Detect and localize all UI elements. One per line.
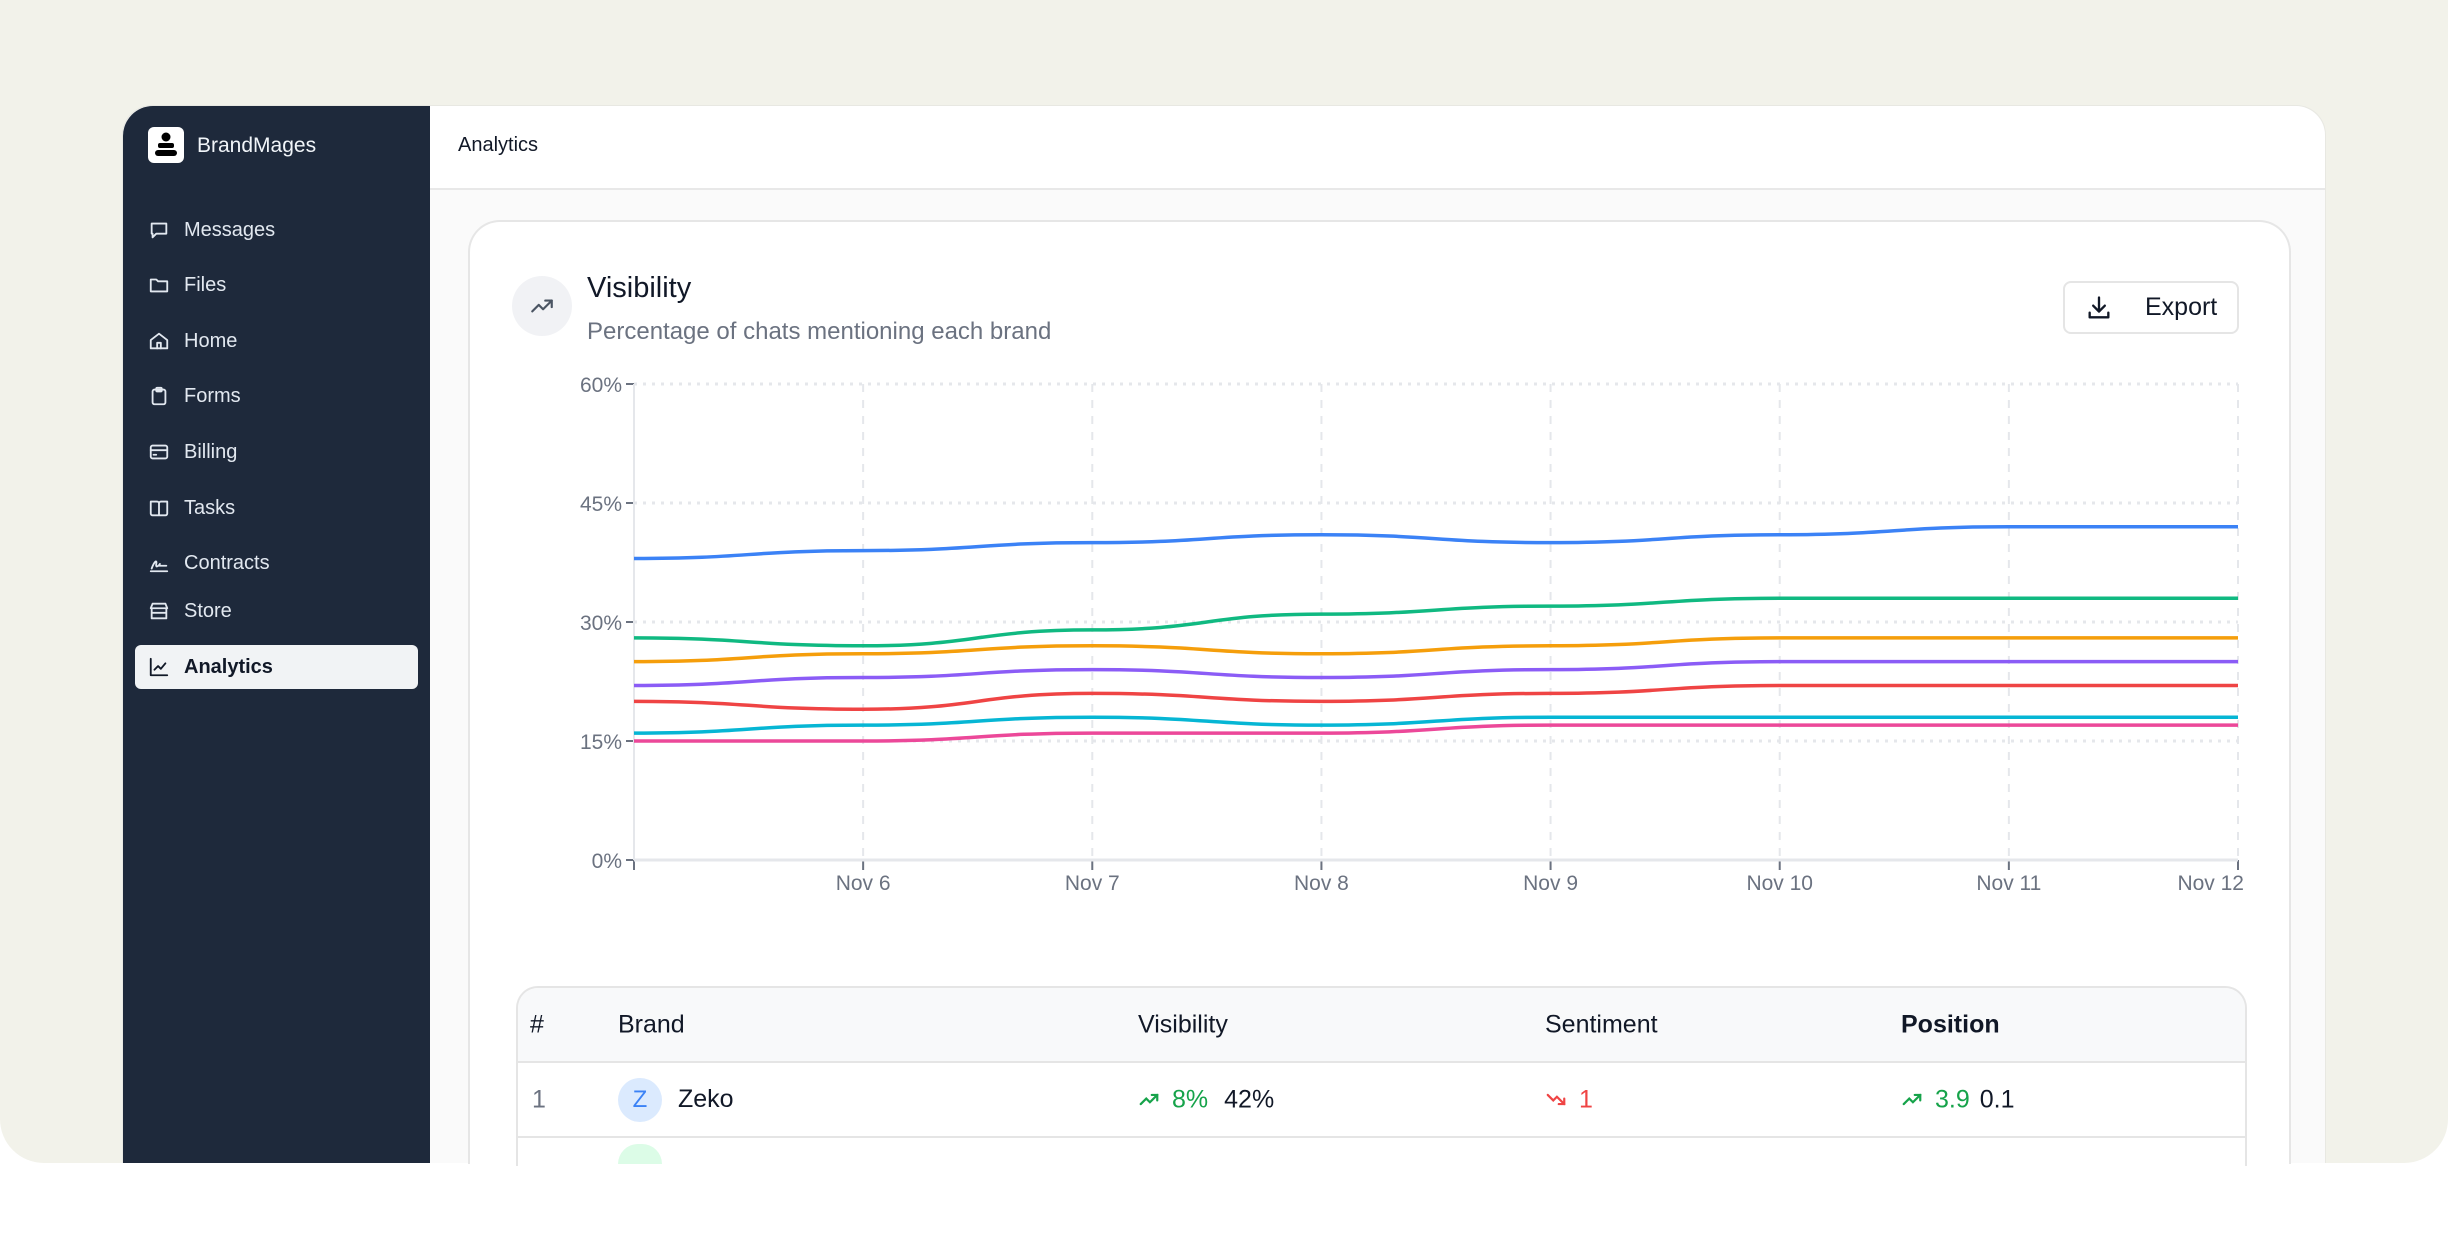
brand-name: Zeko [678, 1085, 734, 1113]
x-tick-label: Nov 8 [1294, 872, 1349, 895]
credit-card-icon [149, 444, 169, 460]
download-icon [2088, 295, 2110, 318]
visibility-cell: 8% 42% [1138, 1085, 1274, 1114]
sidebar-item-contracts[interactable]: Contracts [135, 541, 418, 585]
visibility-value: 42% [1224, 1085, 1275, 1113]
sidebar-item-label: Forms [184, 384, 241, 407]
table-row[interactable]: 1 Z Zeko 8% 42% 1 3.9 0.1 [518, 1063, 2245, 1138]
sidebar-item-label: Messages [184, 218, 276, 241]
col-brand[interactable]: Brand [618, 1010, 685, 1038]
position-change: 3.9 [1935, 1085, 1970, 1113]
col-sentiment[interactable]: Sentiment [1545, 1010, 1658, 1038]
signature-icon [149, 560, 169, 573]
store-icon [149, 602, 169, 620]
series-line-3 [633, 659, 2238, 688]
sidebar-item-messages[interactable]: Messages [135, 208, 418, 252]
avatar [618, 1144, 662, 1164]
y-tick-label: 15% [580, 731, 622, 754]
y-tick-label: 0% [592, 850, 622, 873]
sidebar-item-label: Tasks [184, 496, 236, 519]
line-chart-icon [149, 657, 169, 677]
table-header: # Brand Visibility Sentiment Position [518, 988, 2245, 1063]
visibility-line-chart: Nov 6 Nov 7 Nov 8 Nov 9 Nov 10 Nov 11 Nov 12 0%… [580, 374, 2244, 895]
sidebar-item-label: Analytics [184, 655, 273, 678]
sidebar-item-forms[interactable]: Forms [135, 374, 418, 418]
sidebar-item-analytics[interactable]: Analytics [135, 645, 418, 689]
y-tick-label: 60% [580, 374, 622, 397]
visibility-card: Visibility Percentage of chats mentionin… [468, 220, 2291, 1166]
app-window: BrandMages Messages Files Home Forms Billing… [122, 105, 2326, 1166]
sidebar-item-label: Contracts [184, 551, 270, 574]
card-title: Visibility [587, 272, 692, 304]
series-line-1 [633, 596, 2238, 648]
sidebar-item-label: Store [184, 599, 232, 622]
brand-logo [148, 127, 184, 163]
x-tick-label: Nov 10 [1746, 872, 1813, 895]
sidebar: BrandMages Messages Files Home Forms Billing… [123, 106, 430, 1163]
x-tick-label: Nov 11 [1976, 872, 2041, 895]
y-tick-label: 45% [580, 493, 622, 516]
y-tick-label: 30% [580, 612, 622, 635]
card-subtitle: Percentage of chats mentioning each bran… [587, 318, 1052, 345]
sidebar-item-label: Files [184, 273, 227, 296]
series-line-2 [633, 636, 2238, 664]
x-tick-label: Nov 7 [1065, 872, 1120, 895]
position-cell: 3.9 0.1 [1901, 1085, 2015, 1114]
clipboard-icon [151, 386, 167, 406]
page-title: Analytics [458, 134, 539, 156]
avatar: Z [618, 1077, 662, 1122]
book-open-icon [149, 500, 169, 517]
series-line-6 [634, 723, 2238, 743]
series-line-0 [633, 525, 2238, 561]
series-line-4 [633, 683, 2238, 712]
rank: 1 [532, 1085, 546, 1113]
export-label: Export [2145, 293, 2218, 321]
brand-cell: Z Zeko [618, 1077, 734, 1122]
brand-table: # Brand Visibility Sentiment Position 1 … [516, 986, 2247, 1166]
visibility-change: 8% [1172, 1085, 1209, 1113]
x-tick-label: Nov 9 [1523, 872, 1578, 895]
page-header: Analytics [430, 106, 2325, 190]
sidebar-item-label: Billing [184, 440, 238, 463]
folder-icon [149, 278, 169, 293]
table-row[interactable] [518, 1138, 2245, 1164]
brand-name: BrandMages [197, 134, 317, 157]
sidebar-item-billing[interactable]: Billing [135, 430, 418, 474]
sentiment-change: 1 [1579, 1085, 1593, 1113]
col-rank: # [530, 1010, 544, 1038]
trend-up-icon [1139, 1093, 1159, 1106]
series-line-5 [633, 715, 2238, 735]
col-visibility[interactable]: Visibility [1138, 1010, 1228, 1038]
sidebar-item-files[interactable]: Files [135, 263, 418, 307]
sidebar-item-label: Home [184, 329, 238, 352]
home-icon [149, 332, 169, 350]
x-tick-label: Nov 12 [2177, 872, 2244, 895]
sidebar-item-home[interactable]: Home [135, 319, 418, 363]
trend-down-icon [1546, 1093, 1566, 1106]
trend-up-icon [1902, 1093, 1922, 1106]
page-background: BrandMages Messages Files Home Forms Billing… [0, 0, 2448, 1166]
x-tick-label: Nov 6 [836, 872, 891, 895]
sentiment-cell: 1 [1545, 1085, 1593, 1114]
trending-up-icon [512, 276, 572, 336]
export-button[interactable]: Export [2063, 281, 2239, 334]
position-value: 0.1 [1979, 1085, 2015, 1113]
sidebar-item-tasks[interactable]: Tasks [135, 486, 418, 530]
message-square-icon [150, 222, 168, 239]
sidebar-item-store[interactable]: Store [135, 589, 418, 633]
col-position[interactable]: Position [1901, 1010, 2000, 1038]
